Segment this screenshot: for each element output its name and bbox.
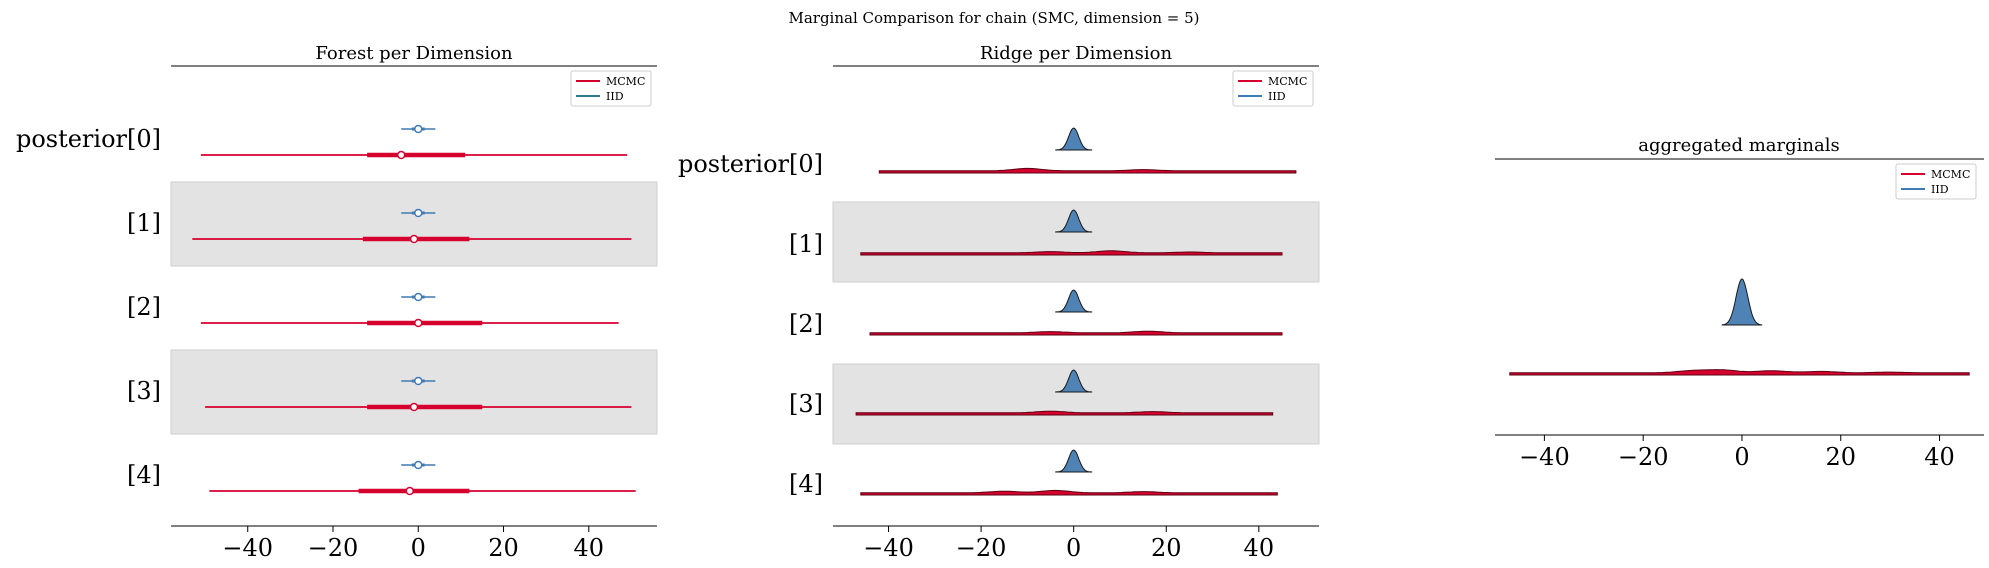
aggregated-legend: MCMC IID bbox=[1895, 163, 1977, 200]
x-tick-label: 40 bbox=[574, 534, 605, 562]
row-label: [2] bbox=[127, 293, 161, 321]
iid-ridge bbox=[1055, 289, 1093, 313]
row-label: [1] bbox=[127, 209, 161, 237]
aggregated-title: aggregated marginals bbox=[1638, 135, 1839, 156]
forest-title: Forest per Dimension bbox=[315, 43, 513, 64]
x-tick-label: 20 bbox=[488, 534, 519, 562]
iid-ridge bbox=[1055, 127, 1093, 151]
iid-ridge bbox=[1055, 449, 1093, 473]
mcmc-ridge bbox=[855, 410, 1274, 416]
x-tick-label: 40 bbox=[1244, 534, 1275, 562]
row-label: posterior[0] bbox=[16, 125, 161, 153]
legend-frame bbox=[570, 70, 652, 107]
iid-point bbox=[414, 460, 423, 470]
x-tick-label: 40 bbox=[1924, 443, 1955, 471]
iid-point bbox=[414, 292, 423, 302]
mcmc-ridge bbox=[869, 330, 1283, 336]
x-tick-label: −20 bbox=[1618, 443, 1669, 471]
mcmc-ridge bbox=[860, 489, 1278, 496]
row-label: [1] bbox=[789, 230, 823, 258]
x-tick-label: 20 bbox=[1825, 443, 1856, 471]
row-label: [2] bbox=[789, 310, 823, 338]
x-tick-label: −40 bbox=[222, 534, 273, 562]
mcmc-point bbox=[405, 486, 414, 496]
iid-ridge bbox=[1055, 209, 1093, 233]
iid-point bbox=[414, 124, 423, 134]
row-label: [3] bbox=[789, 390, 823, 418]
mcmc-ridge bbox=[860, 250, 1283, 256]
aggregated-panel: aggregated marginals −40 −20 0 20 40 MCMC II… bbox=[1495, 135, 1984, 471]
aggregated-x-ticks: −40 −20 0 20 40 bbox=[1519, 435, 1955, 471]
legend-mcmc-label: MCMC bbox=[1931, 168, 1970, 181]
row-band bbox=[170, 181, 658, 267]
forest-panel: Forest per Dimension posterior[0] [1] [2] [… bbox=[16, 43, 658, 562]
iid-point bbox=[414, 376, 423, 386]
x-tick-label: 0 bbox=[1066, 534, 1081, 562]
x-tick-label: −40 bbox=[1519, 443, 1570, 471]
forest-x-ticks: −40 −20 0 20 40 bbox=[222, 526, 604, 562]
legend-frame bbox=[1232, 70, 1314, 107]
row-band bbox=[170, 349, 658, 435]
aggregated-marks bbox=[1509, 278, 1970, 376]
figure-suptitle: Marginal Comparison for chain (SMC, dime… bbox=[788, 9, 1199, 27]
mcmc-density bbox=[1509, 369, 1970, 376]
legend-mcmc-label: MCMC bbox=[1268, 75, 1307, 88]
ridge-legend: MCMC IID bbox=[1232, 70, 1314, 107]
iid-density bbox=[1721, 278, 1763, 326]
forest-marks bbox=[192, 124, 636, 496]
ridge-marks bbox=[855, 127, 1297, 496]
mcmc-ridge bbox=[878, 167, 1297, 174]
iid-ridge bbox=[1055, 369, 1093, 393]
legend-mcmc-label: MCMC bbox=[606, 75, 645, 88]
iid-point bbox=[414, 208, 423, 218]
row-label: [3] bbox=[127, 377, 161, 405]
ridge-x-ticks: −40 −20 0 20 40 bbox=[863, 526, 1274, 562]
x-tick-label: −20 bbox=[956, 534, 1007, 562]
x-tick-label: 20 bbox=[1151, 534, 1182, 562]
row-label: posterior[0] bbox=[678, 150, 823, 178]
legend-iid-label: IID bbox=[1931, 183, 1949, 196]
mcmc-point bbox=[409, 402, 419, 412]
x-tick-label: −20 bbox=[308, 534, 359, 562]
mcmc-point bbox=[396, 150, 406, 160]
x-tick-label: 0 bbox=[411, 534, 426, 562]
ridge-panel: Ridge per Dimension posterior[0] [1] [2] [3… bbox=[678, 43, 1320, 562]
legend-frame bbox=[1895, 163, 1977, 200]
forest-bands bbox=[170, 181, 658, 435]
forest-row-labels: posterior[0] [1] [2] [3] [4] bbox=[16, 125, 161, 489]
ridge-row-labels: posterior[0] [1] [2] [3] [4] bbox=[678, 150, 823, 498]
mcmc-point bbox=[414, 318, 423, 328]
ridge-bands bbox=[832, 201, 1320, 445]
legend-iid-label: IID bbox=[1268, 90, 1286, 103]
x-tick-label: −40 bbox=[863, 534, 914, 562]
mcmc-point bbox=[409, 234, 419, 244]
row-label: [4] bbox=[789, 470, 823, 498]
forest-legend: MCMC IID bbox=[570, 70, 652, 107]
legend-iid-label: IID bbox=[606, 90, 624, 103]
ridge-title: Ridge per Dimension bbox=[980, 43, 1173, 64]
row-label: [4] bbox=[127, 461, 161, 489]
x-tick-label: 0 bbox=[1734, 443, 1749, 471]
